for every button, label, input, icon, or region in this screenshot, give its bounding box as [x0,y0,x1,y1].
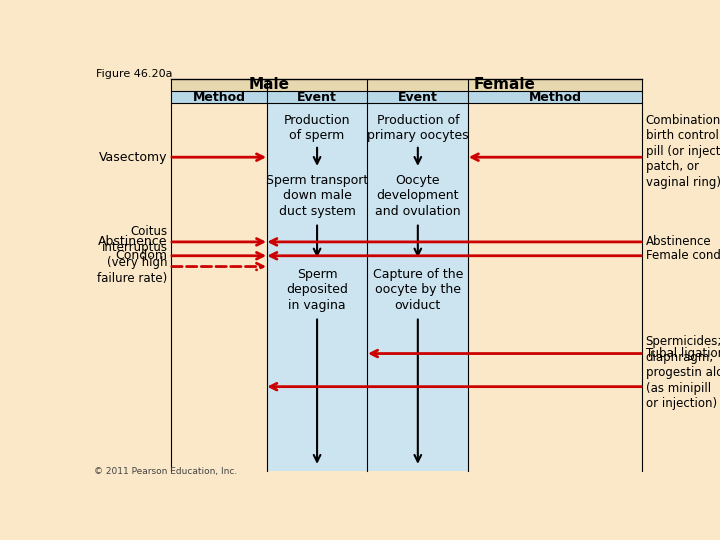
Text: Production
of sperm: Production of sperm [284,114,351,142]
Text: Combination
birth control
pill (or injection,
patch, or
vaginal ring): Combination birth control pill (or injec… [646,113,720,188]
Text: Method: Method [192,91,246,104]
Bar [367,79,642,91]
Text: Abstinence: Abstinence [646,235,711,248]
Text: Sperm
deposited
in vagina: Sperm deposited in vagina [286,268,348,312]
Text: Female condom: Female condom [646,249,720,262]
Text: Oocyte
development
and ovulation: Oocyte development and ovulation [375,174,461,218]
Text: Event: Event [398,91,438,104]
Text: Method: Method [528,91,582,104]
Text: Vasectomy: Vasectomy [99,151,168,164]
Text: Abstinence: Abstinence [98,235,168,248]
Text: Tubal ligation: Tubal ligation [646,347,720,360]
Text: Condom: Condom [115,249,168,262]
Text: Production of
primary oocytes: Production of primary oocytes [367,114,469,142]
Text: Male: Male [249,77,290,92]
Text: © 2011 Pearson Education, Inc.: © 2011 Pearson Education, Inc. [94,467,237,476]
Text: Capture of the
oocyte by the
oviduct: Capture of the oocyte by the oviduct [373,268,463,312]
Bar [266,103,468,471]
Text: Event: Event [297,91,337,104]
Bar [171,79,367,91]
Bar [171,91,642,103]
Text: Coitus
interruptus
(very high
failure rate): Coitus interruptus (very high failure ra… [97,225,168,285]
Text: Figure 46.20a: Figure 46.20a [96,70,173,79]
Text: Female: Female [474,77,536,92]
Text: Spermicides;
diaphragm;
progestin alone
(as minipill
or injection): Spermicides; diaphragm; progestin alone … [646,335,720,410]
Text: Sperm transport
down male
duct system: Sperm transport down male duct system [266,174,368,218]
